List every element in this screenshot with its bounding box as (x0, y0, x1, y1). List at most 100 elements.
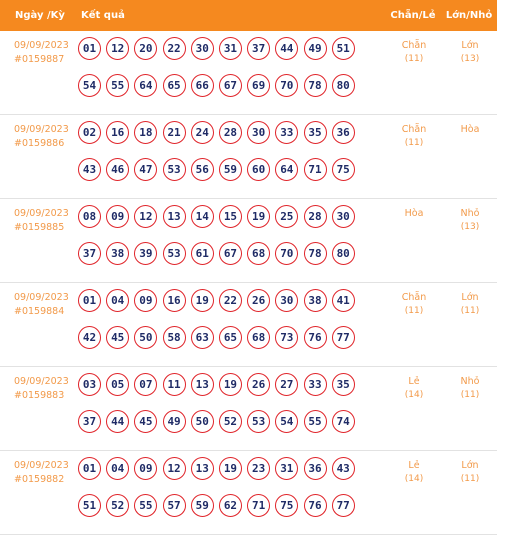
number-ball: 19 (218, 373, 242, 396)
number-ball: 65 (162, 74, 186, 97)
number-ball: 03 (78, 373, 101, 396)
result-row: 09/09/2023 #0159885 08 09 12 13 14 15 19 25 28 30 37… (0, 199, 497, 283)
number-ball: 26 (247, 373, 271, 396)
number-ball: 78 (303, 242, 327, 265)
number-ball: 50 (134, 326, 158, 349)
number-ball: 59 (190, 494, 214, 517)
number-ball: 80 (331, 74, 355, 97)
number-ball: 76 (303, 494, 327, 517)
draw-date: 09/09/2023 (14, 40, 69, 51)
number-ball: 31 (275, 457, 299, 480)
chan-le-result: Lẻ (408, 460, 420, 471)
number-ball: 28 (218, 121, 242, 144)
number-ball: 01 (78, 37, 101, 60)
number-ball: 53 (162, 158, 186, 181)
number-ball: 16 (106, 121, 130, 144)
number-ball: 75 (275, 494, 299, 517)
number-balls: 02 16 18 21 24 28 30 33 35 36 43 46 47 53 56 59 60 64 71 75 (78, 121, 368, 181)
draw-date: 09/09/2023 (14, 460, 69, 471)
number-ball: 77 (331, 326, 355, 349)
number-ball: 69 (247, 74, 271, 97)
chan-le-result: Chẵn (401, 124, 427, 135)
number-ball: 28 (303, 205, 327, 228)
number-ball: 33 (275, 121, 299, 144)
number-ball: 13 (190, 373, 214, 396)
number-ball: 22 (218, 289, 242, 312)
number-ball: 71 (247, 494, 271, 517)
number-ball: 53 (247, 410, 271, 433)
result-row: 09/09/2023 #0159887 01 12 20 22 30 31 37 44 49 51 54… (0, 31, 497, 115)
number-ball: 12 (134, 205, 158, 228)
result-row: 09/09/2023 #0159884 01 04 09 16 19 22 26 30 38 41 42… (0, 283, 497, 367)
number-ball: 36 (303, 457, 327, 480)
lon-nho-count: (11) (460, 390, 480, 400)
number-ball: 12 (106, 37, 130, 60)
number-ball: 46 (106, 158, 130, 181)
number-ball: 60 (247, 158, 271, 181)
number-ball: 38 (303, 289, 327, 312)
number-ball: 30 (190, 37, 214, 60)
number-ball: 80 (331, 242, 355, 265)
number-ball: 31 (218, 37, 242, 60)
lon-nho-count: (11) (460, 474, 480, 484)
number-ball: 07 (134, 373, 158, 396)
number-ball: 16 (162, 289, 186, 312)
number-ball: 49 (303, 37, 327, 60)
number-ball: 66 (190, 74, 214, 97)
number-ball: 73 (275, 326, 299, 349)
number-ball: 04 (106, 289, 130, 312)
number-ball: 19 (190, 289, 214, 312)
number-ball: 37 (78, 410, 101, 433)
number-ball: 12 (162, 457, 186, 480)
number-ball: 53 (162, 242, 186, 265)
number-ball: 11 (162, 373, 186, 396)
chan-le-count: (14) (404, 474, 424, 484)
number-ball: 19 (218, 457, 242, 480)
number-ball: 64 (275, 158, 299, 181)
number-ball: 01 (78, 457, 101, 480)
number-ball: 08 (78, 205, 101, 228)
number-ball: 09 (134, 289, 158, 312)
number-ball: 35 (331, 373, 355, 396)
number-ball: 30 (275, 289, 299, 312)
draw-date: 09/09/2023 (14, 376, 69, 387)
chan-le-count: (11) (404, 306, 424, 316)
lon-nho-result: Hòa (460, 124, 480, 135)
number-ball: 26 (247, 289, 271, 312)
number-ball: 37 (247, 37, 271, 60)
lon-nho-count: (11) (460, 306, 480, 316)
lon-nho-result: Nhỏ (460, 376, 480, 387)
number-ball: 35 (303, 121, 327, 144)
results-table-header: Ngày /Kỳ Kết quả Chẵn/Lẻ Lớn/Nhỏ (0, 0, 497, 31)
draw-id: #0159882 (14, 474, 65, 485)
draw-id: #0159886 (14, 138, 65, 149)
lon-nho-result: Lớn (461, 40, 479, 51)
number-ball: 25 (275, 205, 299, 228)
number-ball: 76 (303, 326, 327, 349)
number-ball: 36 (331, 121, 355, 144)
draw-date: 09/09/2023 (14, 124, 69, 135)
number-ball: 14 (190, 205, 214, 228)
number-ball: 64 (134, 74, 158, 97)
number-ball: 45 (106, 326, 130, 349)
number-ball: 54 (275, 410, 299, 433)
number-ball: 43 (331, 457, 355, 480)
number-ball: 09 (134, 457, 158, 480)
chan-le-result: Lẻ (408, 376, 420, 387)
number-ball: 22 (162, 37, 186, 60)
number-ball: 27 (275, 373, 299, 396)
number-ball: 42 (78, 326, 101, 349)
number-ball: 59 (218, 158, 242, 181)
number-ball: 44 (106, 410, 130, 433)
number-balls: 01 04 09 12 13 19 23 31 36 43 51 52 55 57 59 62 71 75 76 77 (78, 457, 368, 517)
number-ball: 04 (106, 457, 130, 480)
number-ball: 38 (106, 242, 130, 265)
result-row: 09/09/2023 #0159882 01 04 09 12 13 19 23 31 36 43 51… (0, 451, 497, 535)
chan-le-count: (11) (404, 54, 424, 64)
number-ball: 20 (134, 37, 158, 60)
number-balls: 01 04 09 16 19 22 26 30 38 41 42 45 50 58 63 65 68 73 76 77 (78, 289, 368, 349)
number-ball: 39 (134, 242, 158, 265)
number-ball: 18 (134, 121, 158, 144)
number-ball: 75 (331, 158, 355, 181)
number-ball: 63 (190, 326, 214, 349)
